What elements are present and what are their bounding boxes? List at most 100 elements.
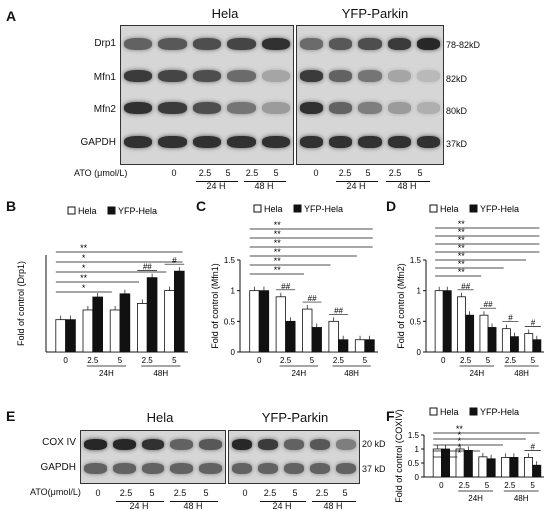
panel-e-blot-hela (80, 430, 226, 484)
blot-band (300, 38, 324, 50)
chart-d: Hela YFP-Hela Fold of control (Mfn2) 0 0.5 1 1… (396, 204, 544, 378)
bar (510, 336, 519, 353)
blot-band (358, 136, 382, 148)
bar (486, 458, 496, 478)
bar (164, 290, 175, 353)
blot-band (416, 70, 440, 82)
bar (532, 339, 542, 353)
sig-label: ** (274, 220, 282, 230)
bar (364, 339, 375, 353)
dose-label: 0 (171, 168, 177, 178)
bar (285, 320, 296, 353)
bar (478, 456, 488, 478)
bar (463, 450, 473, 478)
pair-sig-label: # (172, 256, 177, 265)
x-tick-label: 2.5 (333, 356, 345, 365)
x-tick-label: 5 (310, 356, 315, 365)
y-tick-label: 1.5 (408, 431, 420, 440)
blot-band (329, 38, 353, 50)
dose-label: 5 (365, 168, 371, 178)
dose-label: 2.5 (315, 488, 329, 498)
dose-label: 5 (225, 168, 231, 178)
dose-label: 2.5 (388, 168, 402, 178)
x-tick-label: 2.5 (505, 356, 517, 365)
panel-e-label: E (6, 408, 16, 424)
sig-label: ** (458, 251, 466, 261)
blot-band (329, 70, 353, 82)
legend-swatch-yfp (107, 206, 116, 215)
time-label: 48 H (183, 501, 203, 511)
time-label: 48 H (397, 181, 417, 191)
mw-coxiv: 20 kD (362, 439, 386, 449)
blot-band (170, 439, 194, 450)
time-label: 24H (291, 369, 306, 378)
legend-swatch-hela (253, 204, 262, 213)
legend-label-yfp: YFP-Hela (304, 204, 343, 214)
row-label-gapdh-e: GAPDH (40, 462, 76, 473)
row-label-gapdh: GAPDH (80, 137, 116, 148)
dose-label: 0 (313, 168, 319, 178)
legend-label-hela: Hela (440, 204, 459, 214)
sig-label: * (82, 253, 86, 263)
time-bracket (260, 501, 306, 502)
x-tick-label: 0 (63, 356, 68, 365)
x-tick-label: 2.5 (459, 481, 471, 490)
dose-axis-label-a: ATO (μmol/L) (74, 168, 128, 178)
y-tick-label: 1 (415, 445, 420, 454)
row-label-drp1: Drp1 (94, 38, 116, 49)
sig-label: * (458, 430, 462, 440)
x-tick-label: 2.5 (504, 481, 516, 490)
blot-band (170, 463, 194, 474)
time-bracket (244, 181, 286, 182)
blot-band (416, 102, 440, 114)
sig-label: * (458, 442, 462, 452)
x-tick-label: 5 (485, 481, 490, 490)
blot-band (124, 136, 153, 148)
blot-band (300, 70, 324, 82)
bar (441, 448, 451, 478)
sig-label: ** (458, 235, 466, 245)
blot-band (387, 70, 411, 82)
blot-band (232, 463, 252, 474)
bar (479, 314, 489, 353)
y-tick-label: 1 (231, 287, 236, 296)
dose-label: 5 (342, 488, 348, 498)
chart-c: Hela YFP-Hela Fold of control (Mfn1) 0 0.5 1 1… (210, 204, 378, 378)
blot-band (358, 38, 382, 50)
x-tick-label: 2.5 (87, 356, 99, 365)
legend: Hela YFP-Hela (429, 204, 519, 214)
y-tick-label: 1.5 (410, 256, 422, 265)
blot-band (124, 102, 153, 114)
blot-band (310, 463, 330, 474)
time-label: 48H (153, 369, 168, 378)
panel-c-label: C (196, 198, 207, 214)
legend: Hela YFP-Hela (67, 206, 157, 216)
x-tick-label: 5 (530, 481, 535, 490)
bar (311, 327, 322, 353)
pair-sig-label: ## (484, 300, 493, 309)
blot-band (329, 102, 353, 114)
blot-band (284, 439, 304, 450)
blot-band (232, 439, 252, 450)
y-axis-label: Fold of control (Drp1) (16, 261, 26, 346)
legend-swatch-yfp (293, 204, 302, 213)
blot-band (124, 38, 153, 50)
bar (501, 457, 511, 478)
blot-band (112, 439, 136, 450)
panel-b-label: B (6, 198, 17, 214)
bar (137, 303, 148, 353)
pair-sig-label: # (530, 442, 535, 451)
dose-label: 5 (273, 168, 279, 178)
y-axis-label: Fold of control (Mfn2) (396, 263, 406, 349)
blot-band (192, 70, 222, 82)
bar (109, 309, 121, 353)
legend-swatch-hela (67, 206, 76, 215)
sig-label: * (82, 263, 86, 273)
time-bracket (116, 501, 164, 502)
blot-band (300, 136, 324, 148)
legend-label-yfp: YFP-Hela (480, 204, 519, 214)
time-bracket (312, 501, 356, 502)
blot-band (158, 38, 187, 50)
sig-label: ** (274, 247, 282, 257)
